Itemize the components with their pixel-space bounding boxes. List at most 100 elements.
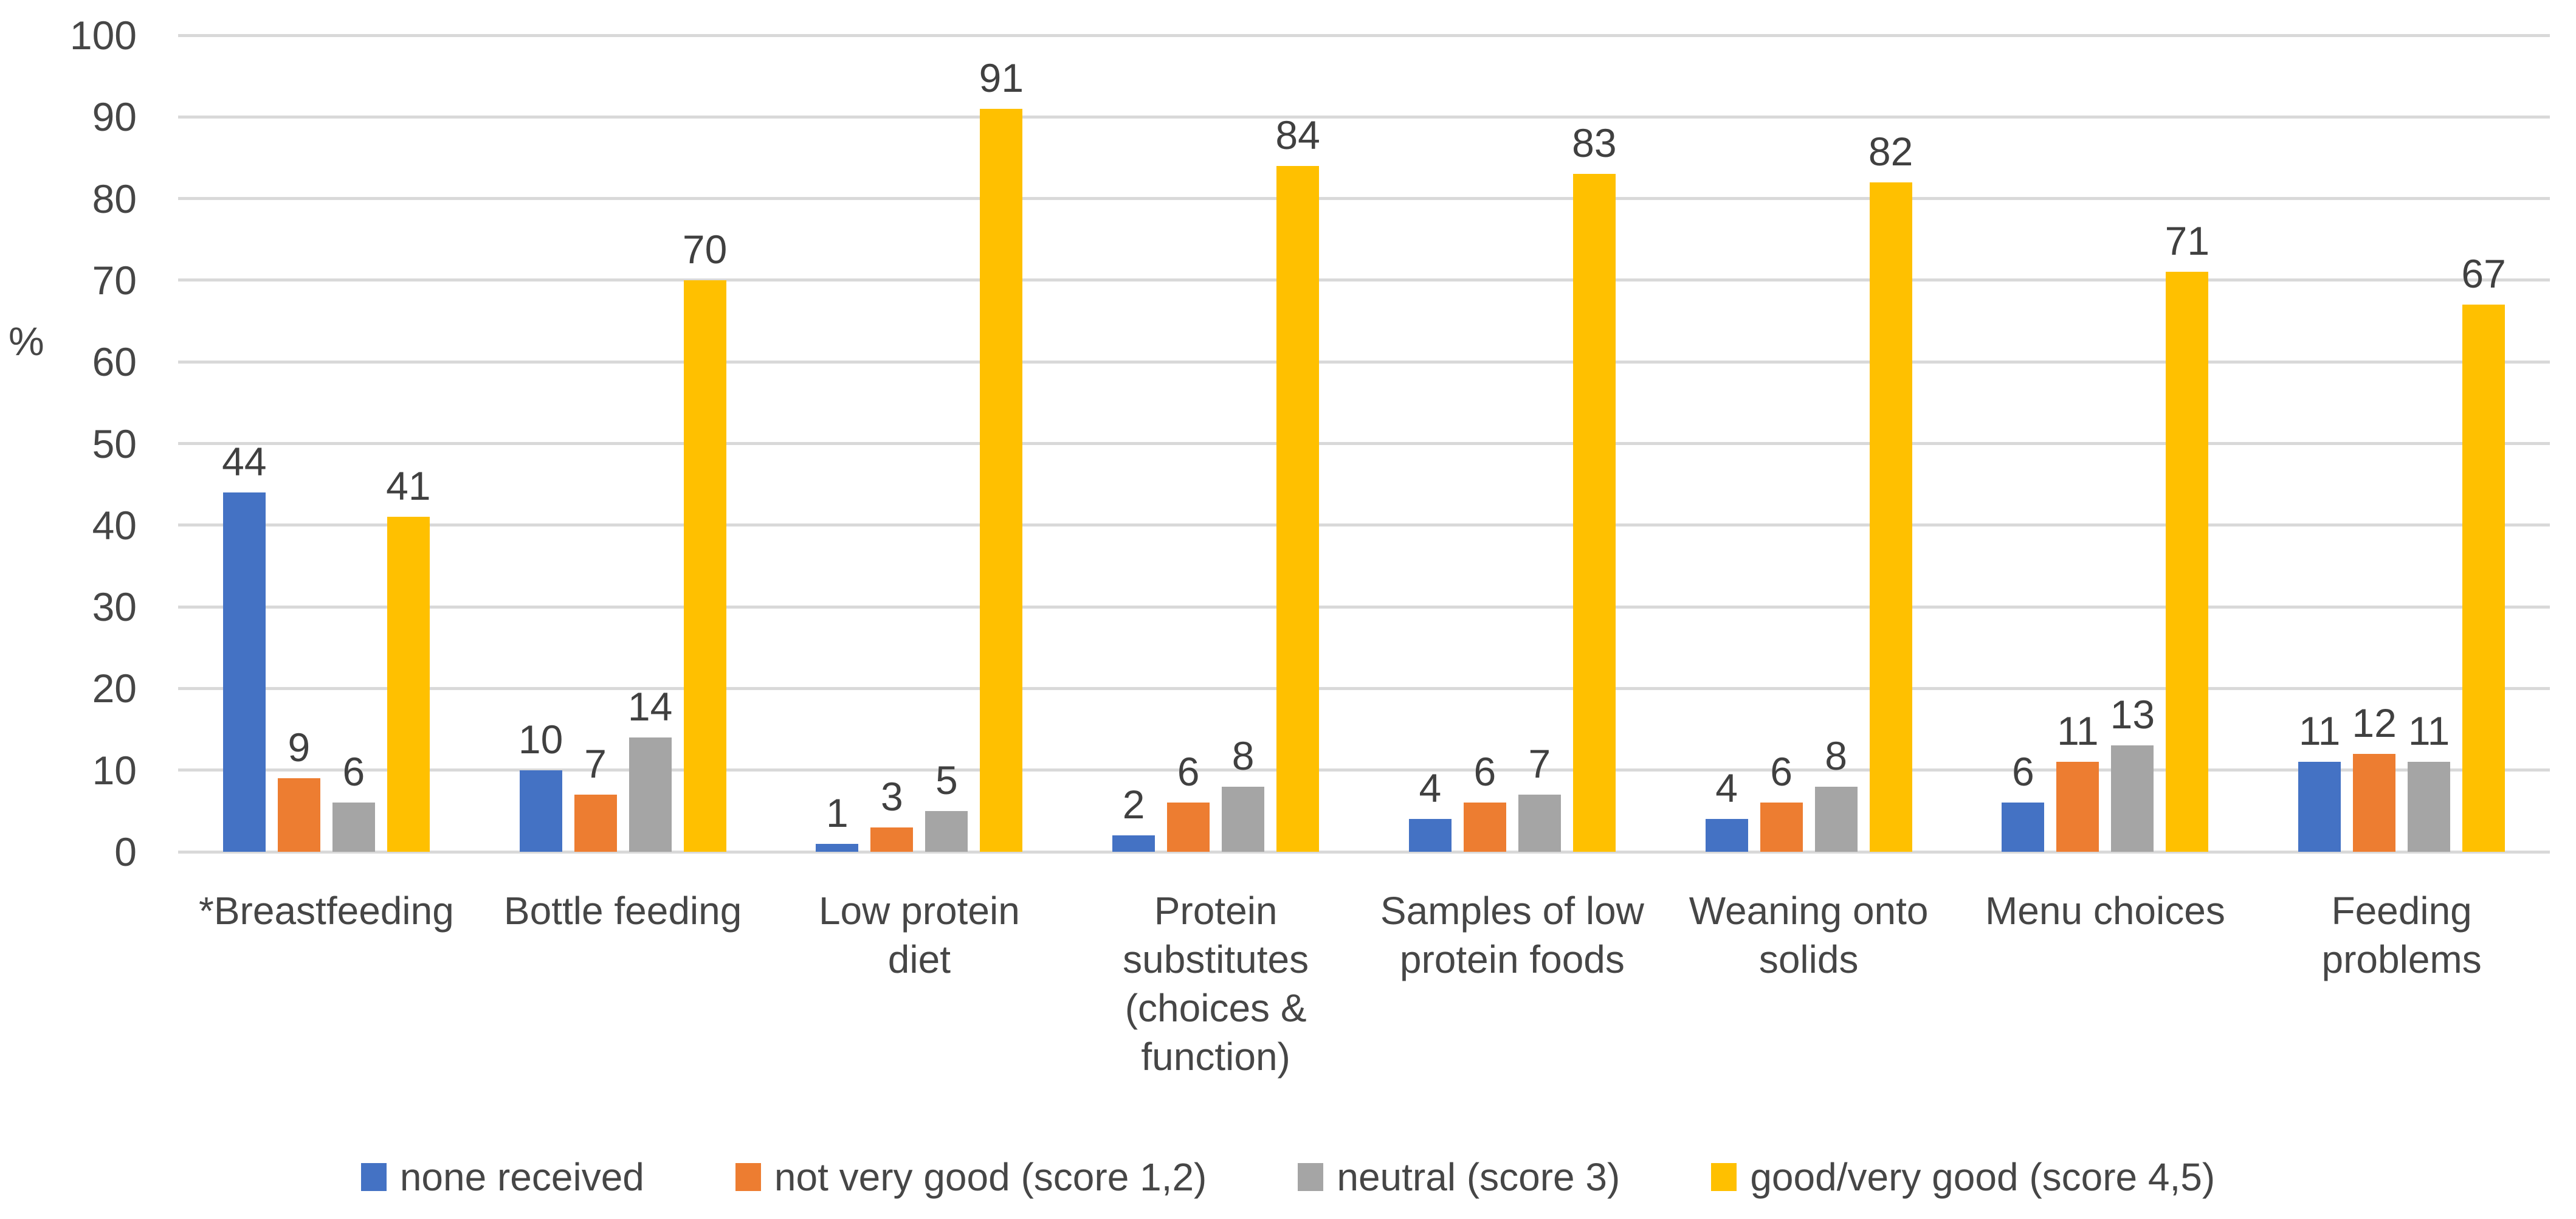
category-label-2: Low protein diet — [771, 886, 1068, 984]
bar-neutral-score-3--6 — [2111, 745, 2154, 852]
y-axis-title: % — [9, 319, 44, 364]
category-label-line: Weaning onto — [1689, 889, 1929, 933]
bar-value-label: 4 — [1419, 765, 1442, 811]
bar-good-very-good-score-4-5--5 — [1869, 182, 1912, 852]
category-label-1: Bottle feeding — [475, 886, 771, 935]
category-label-4: Samples of low protein foods — [1364, 886, 1661, 984]
bar-not-very-good-score-1-2--0 — [277, 778, 320, 852]
bar-good-very-good-score-4-5--6 — [2166, 272, 2209, 852]
y-tick-label-90: 90 — [92, 94, 137, 140]
category-label-line: problems — [2321, 938, 2482, 981]
bar-value-label: 7 — [584, 741, 607, 786]
category-label-0: *Breastfeeding — [178, 886, 475, 935]
bar-value-label: 8 — [1231, 733, 1255, 778]
legend-item-none-received: none received — [360, 1155, 644, 1199]
y-tick-label-20: 20 — [92, 666, 137, 711]
y-tick-label-70: 70 — [92, 257, 137, 303]
gridline-y-70 — [178, 278, 2550, 282]
bar-value-label: 4 — [1715, 765, 1738, 811]
bar-not-very-good-score-1-2--6 — [2056, 762, 2099, 852]
bar-good-very-good-score-4-5--0 — [387, 517, 430, 852]
bar-value-label: 6 — [1177, 749, 1200, 795]
gridline-y-60 — [178, 360, 2550, 364]
bar-value-label: 83 — [1572, 120, 1617, 166]
bar-value-label: 41 — [386, 463, 431, 509]
category-label-line: Protein — [1154, 889, 1278, 933]
gridline-y-10 — [178, 768, 2550, 772]
legend-item-neutral-score-3-: neutral (score 3) — [1298, 1155, 1620, 1199]
gridline-y-100 — [178, 33, 2550, 37]
bar-none-received-2 — [816, 843, 859, 852]
category-label-line: Samples of low — [1380, 889, 1644, 933]
y-tick-label-30: 30 — [92, 584, 137, 630]
bar-not-very-good-score-1-2--7 — [2353, 753, 2396, 852]
legend-label: none received — [399, 1155, 644, 1199]
bar-value-label: 70 — [682, 226, 728, 272]
bar-value-label: 71 — [2164, 218, 2210, 264]
bar-neutral-score-3--4 — [1518, 794, 1561, 852]
legend-item-not-very-good-score-1-2-: not very good (score 1,2) — [735, 1155, 1207, 1199]
bar-value-label: 14 — [627, 683, 673, 729]
bar-value-label: 1 — [826, 790, 849, 835]
category-label-line: Menu choices — [1985, 889, 2225, 933]
bar-value-label: 13 — [2110, 692, 2155, 737]
bar-good-very-good-score-4-5--3 — [1276, 165, 1320, 852]
legend-swatch-icon — [735, 1163, 761, 1191]
bar-not-very-good-score-1-2--4 — [1463, 803, 1506, 852]
bar-value-label: 8 — [1825, 733, 1847, 778]
bar-value-label: 6 — [342, 749, 365, 795]
bar-neutral-score-3--1 — [629, 737, 672, 852]
category-label-5: Weaning onto solids — [1661, 886, 1957, 984]
category-label-line: *Breastfeeding — [198, 889, 454, 933]
bar-not-very-good-score-1-2--3 — [1167, 803, 1210, 852]
legend-swatch-icon — [1298, 1163, 1324, 1191]
category-label-line: (choices & — [1124, 986, 1307, 1030]
gridline-y-40 — [178, 523, 2550, 527]
bar-value-label: 82 — [1868, 128, 1913, 174]
bar-value-label: 67 — [2461, 251, 2506, 297]
bar-neutral-score-3--3 — [1222, 786, 1265, 852]
category-label-line: diet — [887, 938, 951, 981]
bar-neutral-score-3--2 — [925, 810, 968, 852]
legend-item-good-very-good-score-4-5-: good/very good (score 4,5) — [1711, 1155, 2215, 1199]
bar-neutral-score-3--7 — [2408, 762, 2451, 852]
bar-none-received-1 — [519, 770, 562, 852]
bar-value-label: 11 — [2057, 708, 2099, 754]
legend-label: neutral (score 3) — [1337, 1155, 1620, 1199]
y-tick-label-100: 100 — [69, 13, 137, 58]
y-tick-label-60: 60 — [92, 339, 137, 385]
bar-value-label: 11 — [2408, 708, 2450, 754]
bar-none-received-4 — [1408, 819, 1452, 852]
gridline-y-50 — [178, 442, 2550, 445]
bar-value-label: 6 — [1770, 749, 1793, 795]
gridline-y-0 — [178, 850, 2550, 854]
bar-good-very-good-score-4-5--7 — [2462, 305, 2505, 852]
bar-value-label: 6 — [2012, 749, 2034, 795]
bar-good-very-good-score-4-5--2 — [980, 108, 1023, 852]
bar-value-label: 5 — [935, 757, 958, 803]
category-label-line: Feeding — [2331, 889, 2472, 933]
y-tick-label-40: 40 — [92, 502, 137, 548]
bar-none-received-5 — [1705, 819, 1748, 852]
bar-none-received-7 — [2298, 762, 2341, 852]
bar-value-label: 91 — [979, 55, 1024, 100]
bar-value-label: 10 — [518, 716, 563, 762]
bar-good-very-good-score-4-5--4 — [1572, 174, 1616, 852]
category-label-line: Bottle feeding — [503, 889, 742, 933]
bar-none-received-0 — [222, 492, 266, 852]
category-label-3: Protein substitutes (choices & function) — [1067, 886, 1364, 1081]
bar-not-very-good-score-1-2--1 — [574, 794, 617, 852]
legend-label: not very good (score 1,2) — [774, 1155, 1207, 1199]
bar-value-label: 2 — [1122, 782, 1145, 827]
bar-neutral-score-3--0 — [332, 803, 375, 852]
legend-swatch-icon — [360, 1163, 387, 1191]
category-label-line: substitutes — [1123, 938, 1309, 981]
category-label-7: Feeding problems — [2253, 886, 2550, 984]
gridline-y-30 — [178, 605, 2550, 609]
category-label-line: solids — [1758, 938, 1859, 981]
y-tick-label-10: 10 — [92, 747, 137, 793]
category-label-line: function) — [1141, 1035, 1290, 1079]
bar-value-label: 6 — [1473, 749, 1496, 795]
bar-good-very-good-score-4-5--1 — [683, 280, 726, 852]
